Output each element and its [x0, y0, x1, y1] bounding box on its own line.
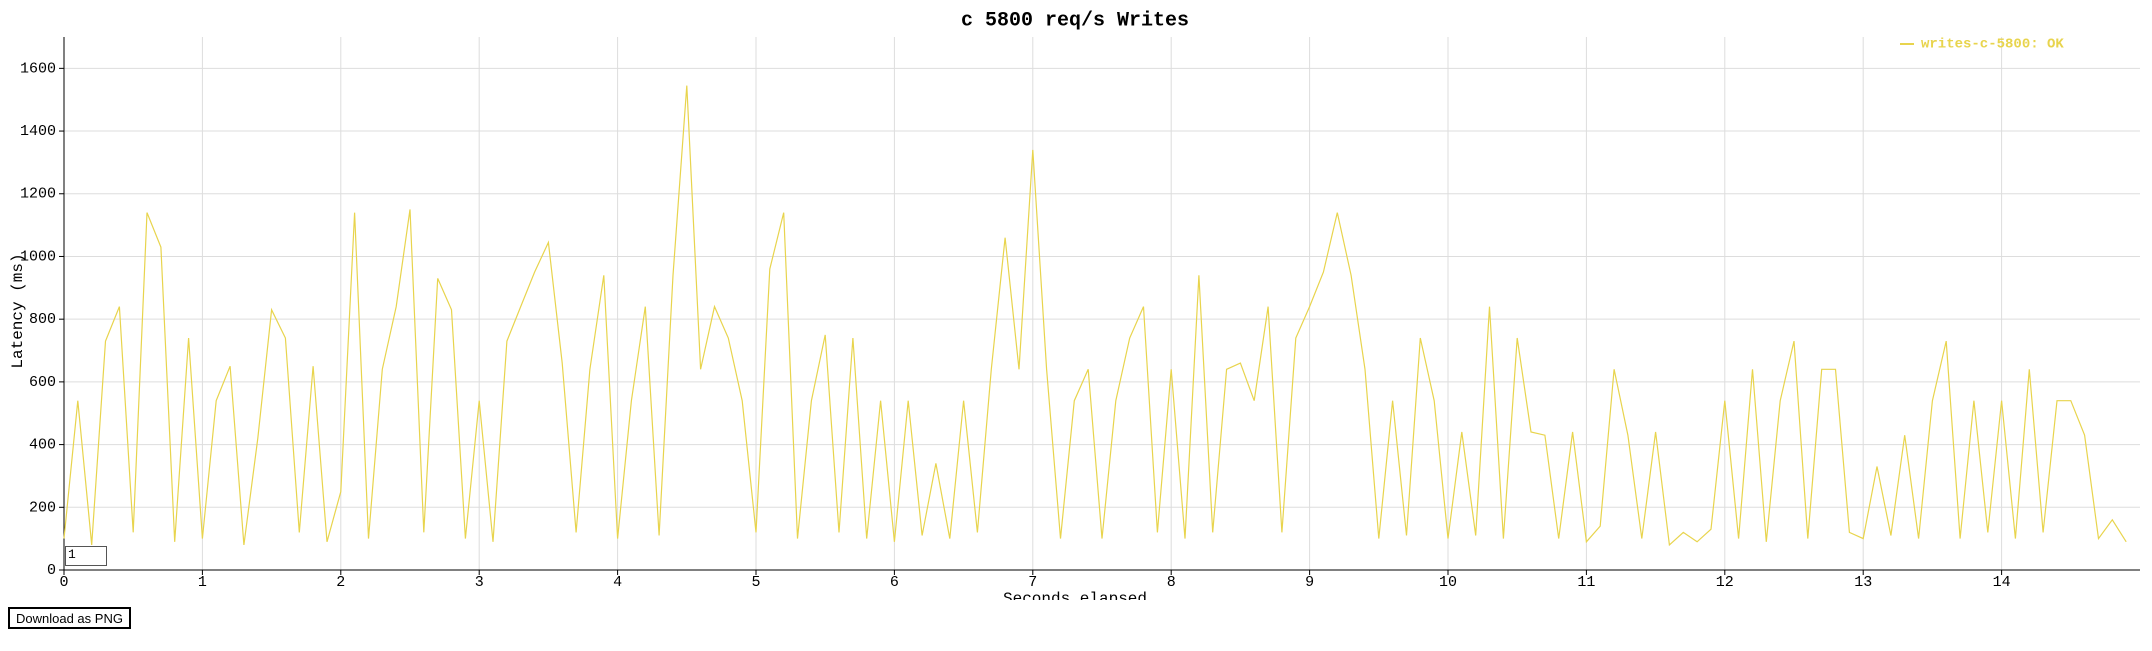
y-tick-label: 800	[29, 311, 56, 328]
x-tick-label: 10	[1439, 574, 1457, 591]
download-button[interactable]: Download as PNG	[8, 607, 131, 629]
y-tick-label: 0	[47, 562, 56, 579]
y-tick-label: 200	[29, 499, 56, 516]
chart-title: c 5800 req/s Writes	[961, 9, 1189, 32]
y-tick-label: 1000	[20, 248, 56, 265]
x-tick-label: 12	[1716, 574, 1734, 591]
x-tick-label: 1	[198, 574, 207, 591]
x-tick-label: 2	[336, 574, 345, 591]
data-line	[63, 85, 2127, 547]
y-tick-label: 600	[29, 374, 56, 391]
legend-label: writes-c-5800: OK	[1921, 37, 2064, 53]
x-tick-label: 5	[751, 574, 760, 591]
y-axis-label: Latency (ms)	[9, 253, 27, 368]
y-tick-label: 1600	[20, 60, 56, 77]
y-tick-label: 400	[29, 437, 56, 454]
chart: c 5800 req/s Writes Seconds elapsed Late…	[9, 9, 2140, 608]
x-axis-label: Seconds elapsed	[1003, 590, 1147, 600]
x-tick-label: 13	[1854, 574, 1872, 591]
x-tick-label: 0	[59, 574, 68, 591]
y-tick-label: 1200	[20, 186, 56, 203]
x-tick-label: 14	[1993, 574, 2011, 591]
text-input[interactable]: 1	[65, 546, 107, 566]
x-tick-label: 8	[1167, 574, 1176, 591]
x-tick-label: 11	[1577, 574, 1595, 591]
x-tick-label: 4	[613, 574, 622, 591]
y-tick-label: 1400	[20, 123, 56, 140]
x-tick-label: 3	[475, 574, 484, 591]
x-tick-label: 6	[890, 574, 899, 591]
x-tick-label: 7	[1028, 574, 1037, 591]
x-tick-label: 9	[1305, 574, 1314, 591]
